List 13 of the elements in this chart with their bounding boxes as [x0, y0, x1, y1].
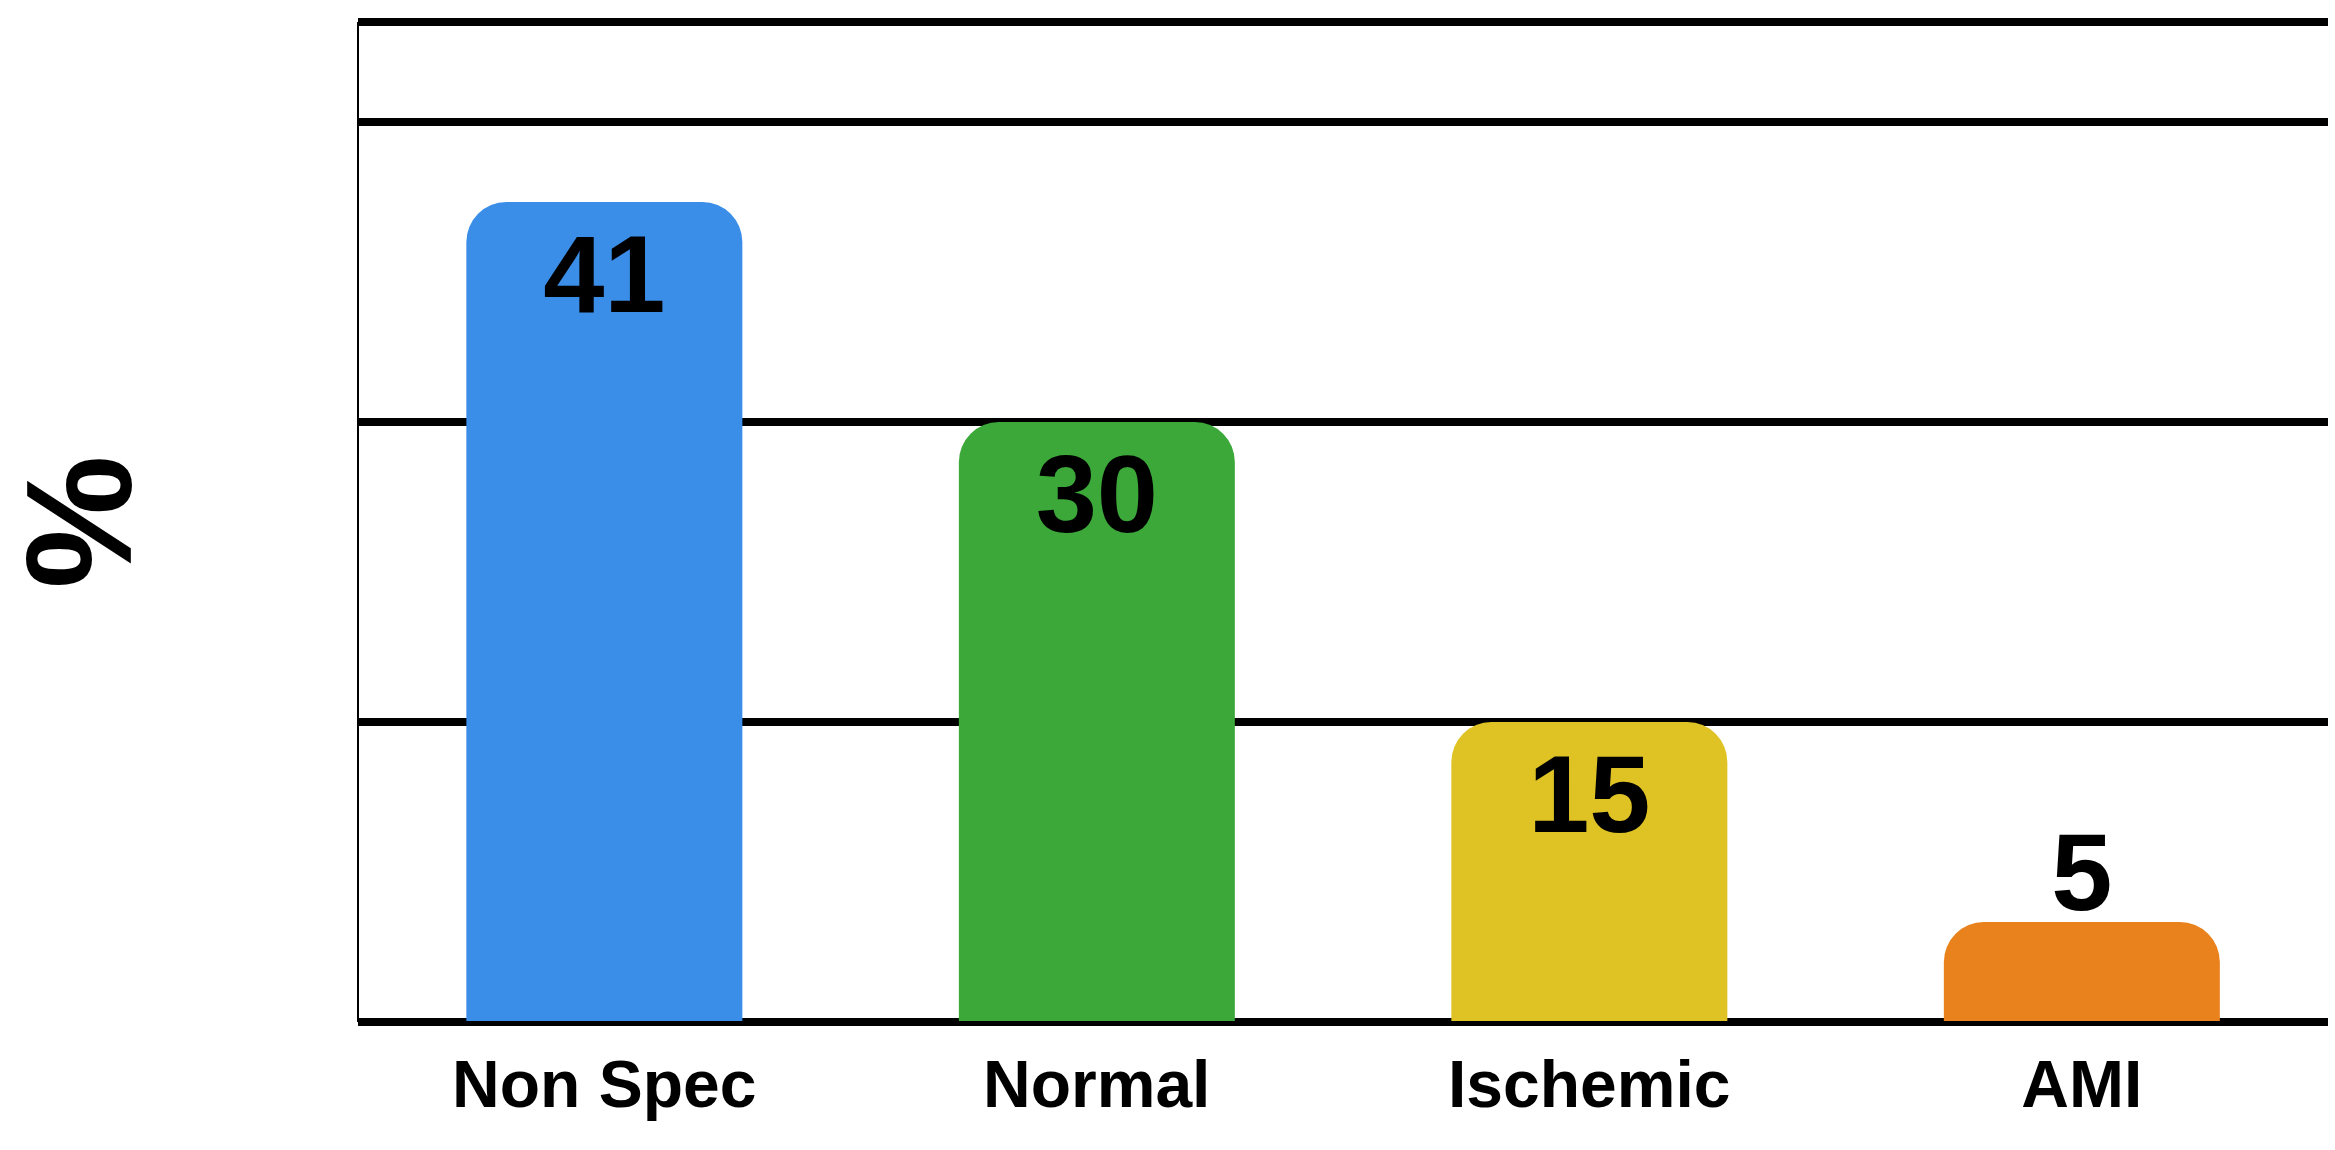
x-tick-label: Ischemic: [1448, 1046, 1731, 1121]
x-tick-label: Non Spec: [452, 1046, 757, 1121]
x-tick-label: AMI: [2021, 1046, 2143, 1121]
bar: [958, 422, 1235, 1022]
bar: [1451, 722, 1728, 1022]
x-tick-label: Normal: [983, 1046, 1211, 1121]
data-label: 5: [2051, 810, 2113, 933]
bar: [466, 202, 743, 1022]
y-axis-title: %: [0, 455, 164, 589]
data-label: 41: [543, 212, 666, 335]
data-label: 15: [1528, 732, 1651, 855]
data-label: 30: [1035, 432, 1159, 555]
bar: [1943, 922, 2220, 1022]
